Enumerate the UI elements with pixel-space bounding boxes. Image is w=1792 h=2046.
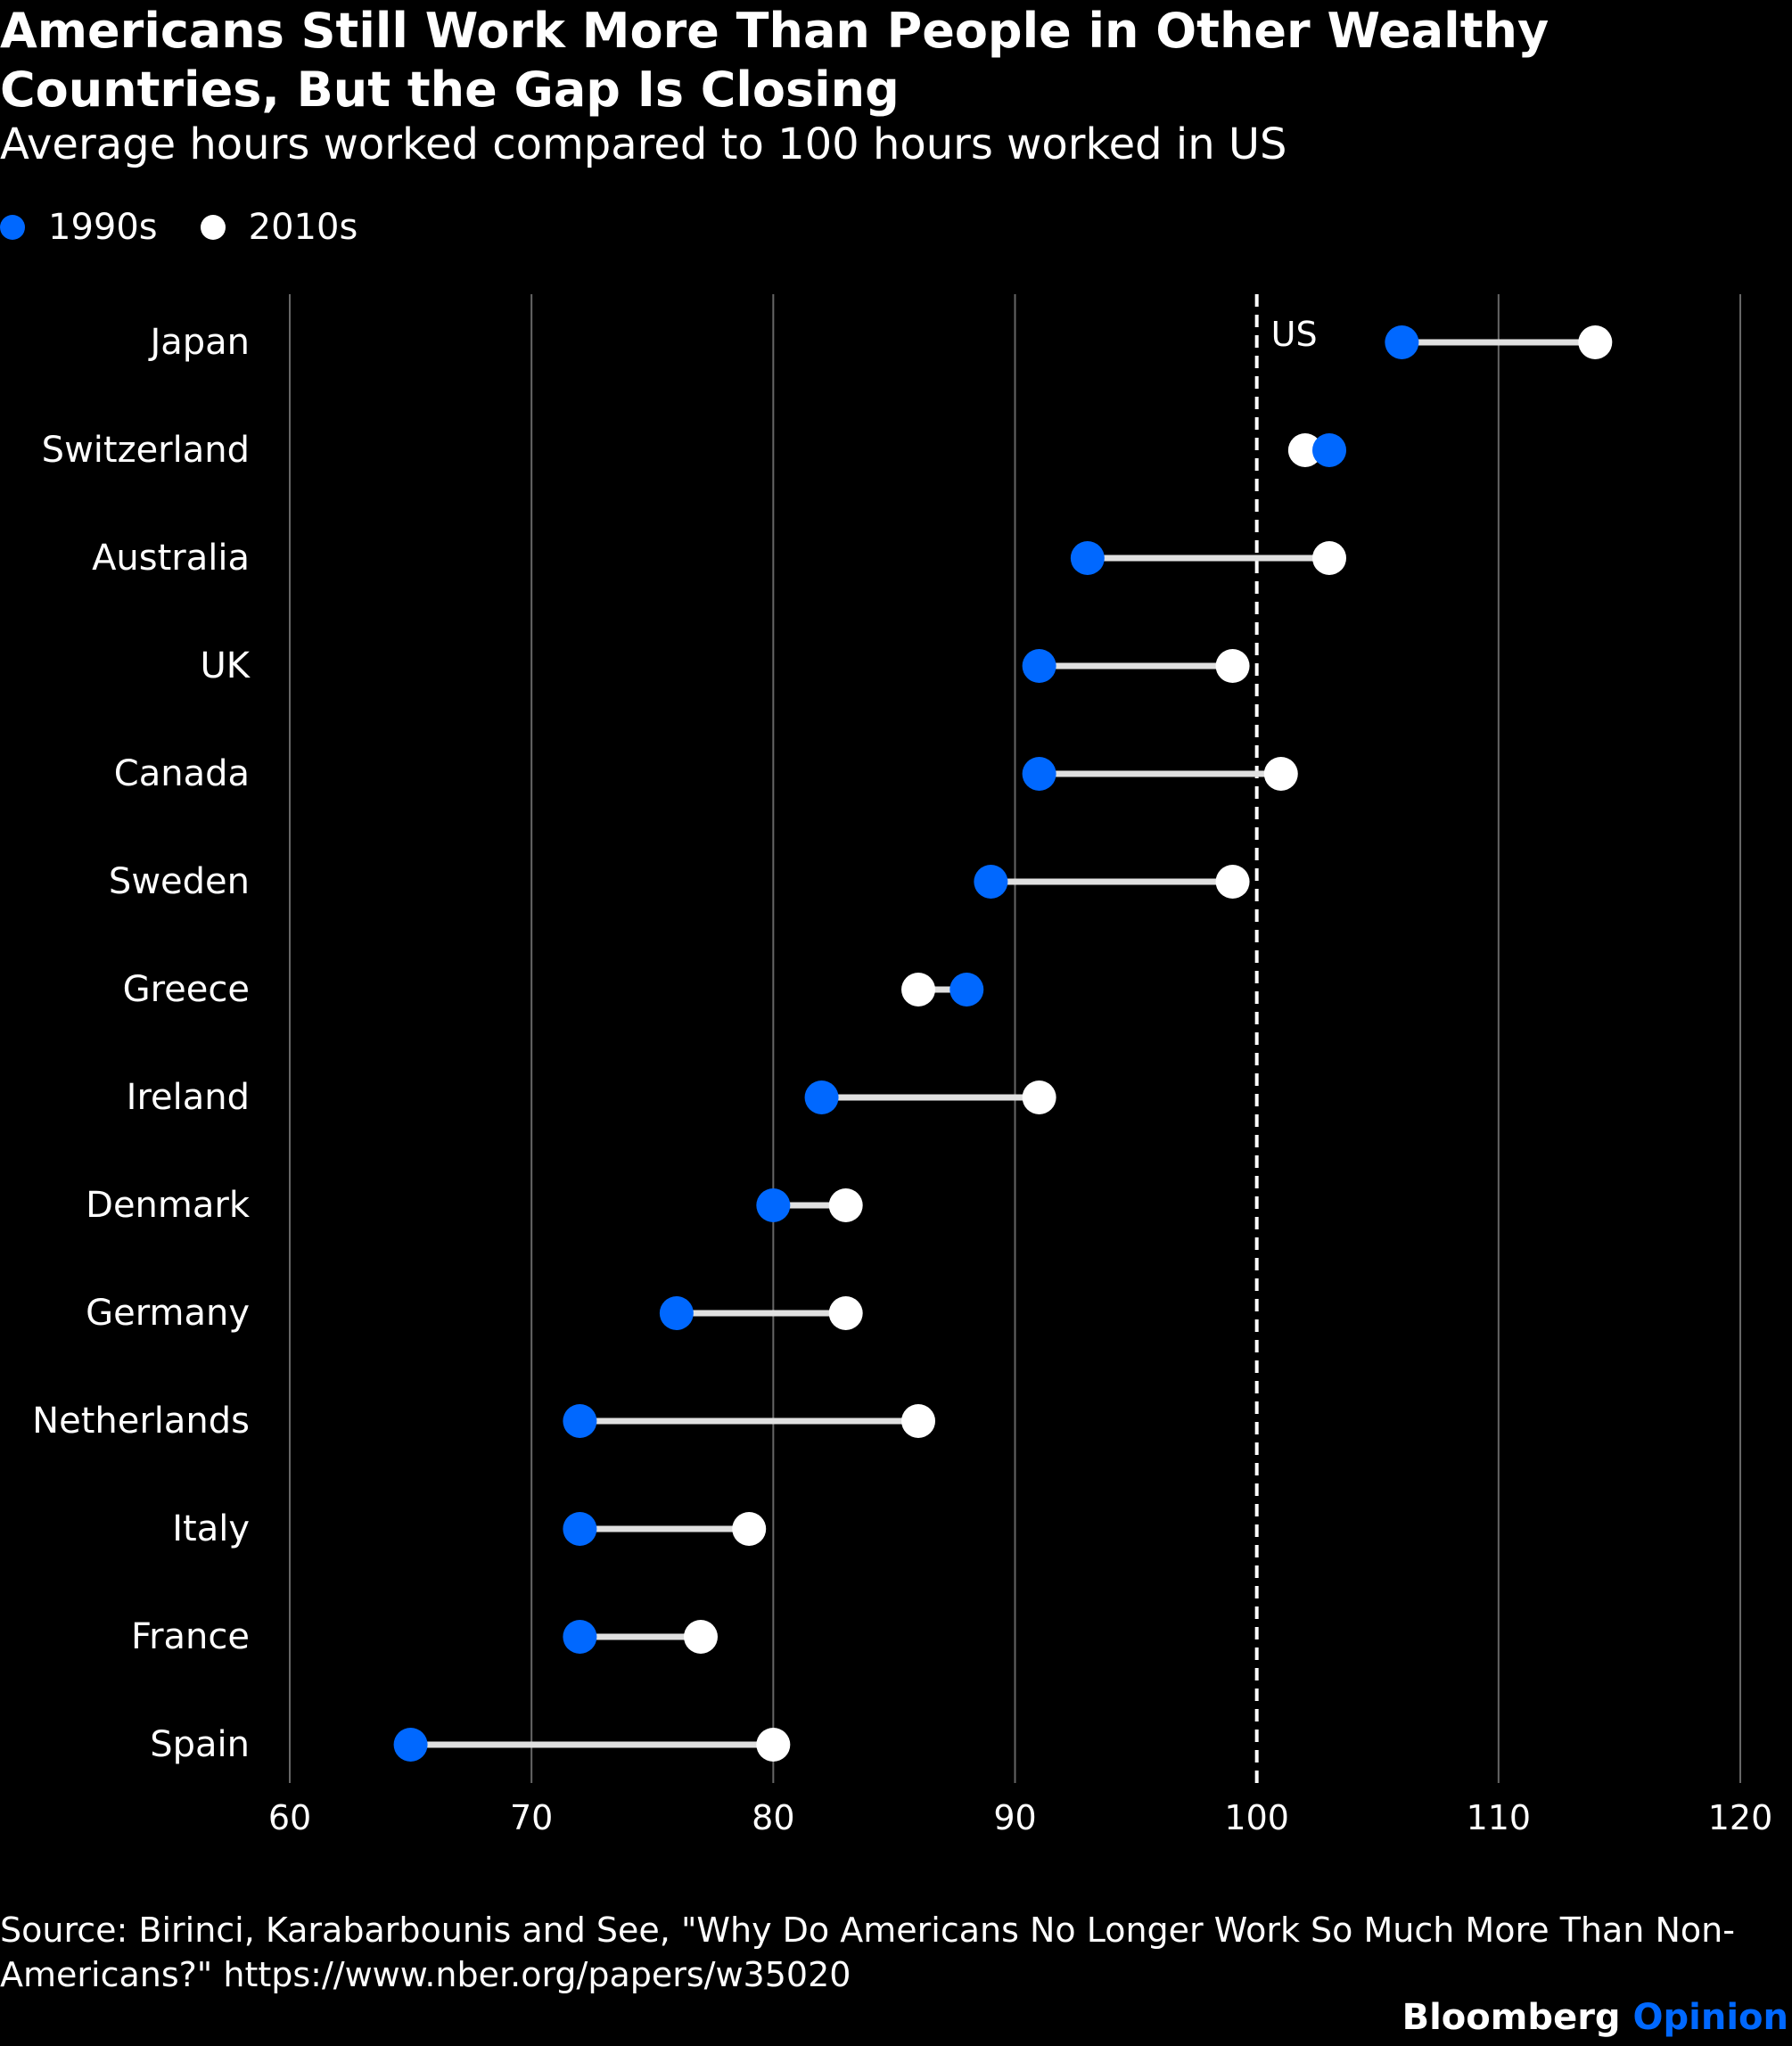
legend-item-1990s: 1990s <box>0 207 158 248</box>
x-tick-label-70: 70 <box>510 1798 553 1837</box>
point-2010s-germany <box>828 1296 863 1330</box>
brand-product: Opinion <box>1632 1997 1789 2038</box>
chart-subtitle: Average hours worked compared to 100 hou… <box>0 119 1287 169</box>
legend-label-1990s: 1990s <box>48 207 158 248</box>
category-label-germany: Germany <box>86 1293 250 1334</box>
point-2010s-spain <box>756 1728 791 1762</box>
category-label-spain: Spain <box>150 1724 250 1765</box>
legend: 1990s 2010s <box>0 205 400 250</box>
point-2010s-france <box>683 1620 718 1654</box>
category-label-italy: Italy <box>172 1508 250 1549</box>
point-2010s-uk <box>1215 649 1250 683</box>
point-1990s-netherlands <box>563 1404 597 1438</box>
point-1990s-canada <box>1022 757 1056 791</box>
category-label-switzerland: Switzerland <box>42 430 250 471</box>
category-label-japan: Japan <box>147 322 250 363</box>
category-label-sweden: Sweden <box>109 861 250 902</box>
category-label-greece: Greece <box>123 969 250 1010</box>
point-2010s-netherlands <box>901 1404 936 1438</box>
point-1990s-italy <box>563 1512 597 1546</box>
point-1990s-spain <box>393 1728 428 1762</box>
category-label-ireland: Ireland <box>127 1077 250 1118</box>
x-tick-label-100: 100 <box>1224 1798 1289 1837</box>
point-2010s-greece <box>901 973 936 1007</box>
source-note: Source: Birinci, Karabarbounis and See, … <box>0 1910 1735 1994</box>
x-tick-label-110: 110 <box>1467 1798 1532 1837</box>
point-1990s-greece <box>949 973 984 1007</box>
point-2010s-sweden <box>1215 865 1250 899</box>
point-2010s-ireland <box>1022 1081 1056 1114</box>
point-1990s-australia <box>1070 541 1105 575</box>
point-2010s-australia <box>1312 541 1347 575</box>
category-label-canada: Canada <box>114 753 250 794</box>
legend-item-2010s: 2010s <box>200 207 358 248</box>
point-1990s-switzerland <box>1312 433 1347 467</box>
point-1990s-ireland <box>804 1081 839 1114</box>
legend-swatch-2010s <box>200 215 226 240</box>
legend-swatch-1990s <box>0 215 25 240</box>
category-label-france: France <box>131 1616 250 1657</box>
x-tick-label-80: 80 <box>752 1798 794 1837</box>
point-2010s-canada <box>1263 757 1298 791</box>
chart-title: Americans Still Work More Than People in… <box>0 3 1550 118</box>
legend-label-2010s: 2010s <box>248 207 358 248</box>
point-2010s-denmark <box>828 1188 863 1222</box>
point-1990s-sweden <box>974 865 1008 899</box>
point-2010s-switzerland <box>1287 433 1322 467</box>
x-tick-label-90: 90 <box>993 1798 1036 1837</box>
point-2010s-japan <box>1578 325 1613 359</box>
category-label-uk: UK <box>200 645 251 686</box>
point-1990s-germany <box>659 1296 694 1330</box>
x-axis-tick-labels: 60 70 80 90 100 110 120 <box>268 1798 1772 1837</box>
category-labels: Japan Switzerland Australia UK Canada Sweden G… <box>32 322 251 1765</box>
point-2010s-italy <box>732 1512 767 1546</box>
reference-line-group: US <box>1254 294 1318 1783</box>
point-1990s-uk <box>1022 649 1056 683</box>
dumbbell-chart: US Japan Switzerland Australia UK Canada Swed… <box>32 294 1772 1837</box>
gridlines <box>289 294 1741 1783</box>
point-1990s-denmark <box>756 1188 791 1222</box>
category-label-australia: Australia <box>92 538 250 579</box>
category-label-denmark: Denmark <box>86 1185 251 1226</box>
point-1990s-france <box>563 1620 597 1654</box>
brand-name: Bloomberg <box>1402 1997 1621 2038</box>
brand-logo: Bloomberg Opinion <box>1402 1995 1788 2040</box>
reference-line-label: US <box>1271 315 1318 354</box>
data-points <box>393 325 1613 1762</box>
category-label-netherlands: Netherlands <box>32 1401 250 1442</box>
x-tick-label-120: 120 <box>1708 1798 1773 1837</box>
x-tick-label-60: 60 <box>268 1798 311 1837</box>
point-1990s-japan <box>1385 325 1419 359</box>
